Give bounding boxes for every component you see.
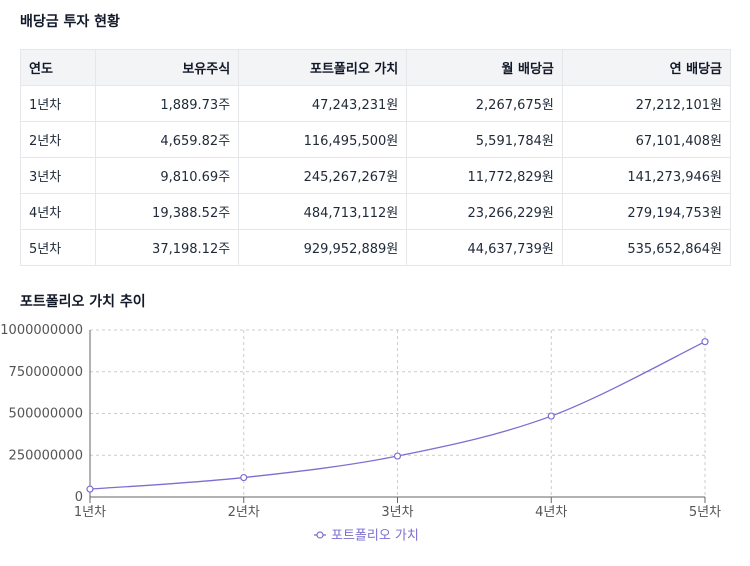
y-tick-label: 750000000 <box>9 365 83 380</box>
cell-year: 1년차 <box>20 85 96 122</box>
chart-axes: 0 250000000 500000000 750000000 1000000000 1년… <box>0 323 721 520</box>
cell-portfolio-value: 484,713,112원 <box>238 193 408 230</box>
table-row: 1년차 1,889.73주 47,243,231원 2,267,675원 27,… <box>20 85 732 122</box>
cell-shares: 19,388.52주 <box>94 193 240 230</box>
chart-legend: 포트폴리오 가치 <box>314 529 419 544</box>
y-tick-label: 1000000000 <box>0 323 83 338</box>
table-row: 3년차 9,810.69주 245,267,267원 11,772,829원 1… <box>20 157 732 194</box>
data-point <box>393 452 402 460</box>
header-monthly-dividend: 월 배당금 <box>406 49 563 86</box>
cell-monthly-dividend: 2,267,675원 <box>406 85 563 122</box>
data-point <box>240 473 248 482</box>
chart-title: 포트폴리오 가치 추이 <box>20 294 146 310</box>
x-tick-label: 5년차 <box>689 505 721 520</box>
legend-marker <box>316 531 324 539</box>
table-row: 4년차 19,388.52주 484,713,112원 23,266,229원 … <box>20 193 732 230</box>
cell-annual-dividend: 279,194,753원 <box>561 193 732 230</box>
table-row: 2년차 4,659.82주 116,495,500원 5,591,784원 67… <box>20 121 732 158</box>
data-point <box>547 412 555 420</box>
cell-portfolio-value: 47,243,231원 <box>238 85 408 122</box>
header-portfolio-value: 포트폴리오 가치 <box>238 49 408 86</box>
chart-series <box>86 338 709 493</box>
cell-year: 3년차 <box>20 157 96 194</box>
cell-shares: 37,198.12주 <box>94 229 240 266</box>
cell-monthly-dividend: 44,637,739원 <box>406 229 563 266</box>
x-tick-label: 1년차 <box>74 505 106 520</box>
cell-year: 5년차 <box>20 229 96 266</box>
table-row: 5년차 37,198.12주 929,952,889원 44,637,739원 … <box>20 229 732 266</box>
data-point <box>86 485 94 493</box>
x-tick-label: 3년차 <box>381 505 413 520</box>
chart-grid <box>90 329 706 497</box>
cell-monthly-dividend: 23,266,229원 <box>406 193 563 230</box>
y-tick-label: 0 <box>75 490 83 505</box>
cell-year: 2년차 <box>20 121 96 158</box>
header-year: 연도 <box>20 49 96 86</box>
legend-label: 포트폴리오 가치 <box>331 529 419 544</box>
cell-annual-dividend: 67,101,408원 <box>561 121 732 158</box>
cell-monthly-dividend: 11,772,829원 <box>406 157 563 194</box>
cell-annual-dividend: 535,652,864원 <box>561 229 732 266</box>
cell-year: 4년차 <box>20 193 96 230</box>
table-header-row: 연도 보유주식 포트폴리오 가치 월 배당금 연 배당금 <box>20 49 732 86</box>
cell-portfolio-value: 929,952,889원 <box>238 229 408 266</box>
table-title: 배당금 투자 현황 <box>20 14 120 30</box>
cell-portfolio-value: 116,495,500원 <box>238 121 408 158</box>
dividend-table: 연도 보유주식 포트폴리오 가치 월 배당금 연 배당금 1년차 1,889.7… <box>20 49 732 266</box>
x-tick-label: 4년차 <box>535 505 567 520</box>
cell-shares: 1,889.73주 <box>94 85 240 122</box>
y-tick-label: 500000000 <box>9 407 83 422</box>
data-point <box>701 338 709 346</box>
header-annual-dividend: 연 배당금 <box>561 49 732 86</box>
cell-monthly-dividend: 5,591,784원 <box>406 121 563 158</box>
portfolio-line-chart: 0 250000000 500000000 750000000 1000000000 1년… <box>0 323 721 544</box>
cell-shares: 4,659.82주 <box>94 121 240 158</box>
y-tick-label: 250000000 <box>9 448 83 463</box>
cell-portfolio-value: 245,267,267원 <box>238 157 408 194</box>
cell-annual-dividend: 141,273,946원 <box>561 157 732 194</box>
x-tick-label: 2년차 <box>228 505 260 520</box>
cell-shares: 9,810.69주 <box>94 157 240 194</box>
cell-annual-dividend: 27,212,101원 <box>561 85 732 122</box>
header-shares: 보유주식 <box>94 49 240 86</box>
